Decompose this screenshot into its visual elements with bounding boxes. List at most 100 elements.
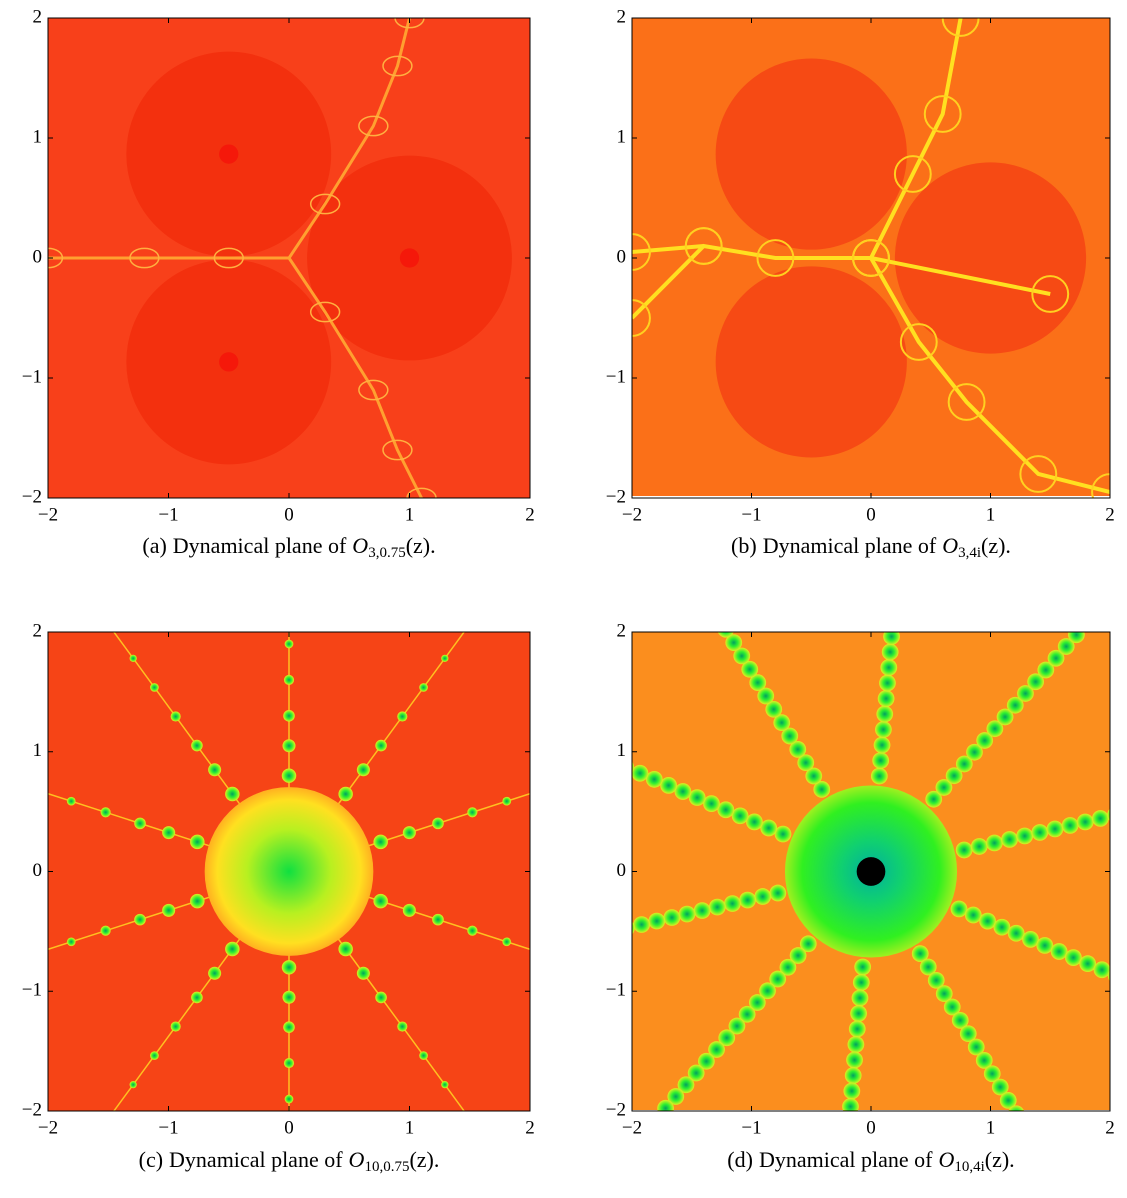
bead bbox=[1088, 603, 1105, 620]
bead bbox=[674, 783, 692, 800]
x-tick-label: −1 bbox=[741, 504, 761, 525]
bead bbox=[1040, 1159, 1057, 1176]
bead bbox=[134, 817, 146, 830]
bead bbox=[880, 659, 898, 676]
bead bbox=[538, 786, 545, 793]
bead bbox=[1068, 632, 1085, 644]
bead bbox=[733, 647, 751, 665]
caption-symbol: O bbox=[942, 533, 958, 558]
x-tick-label: −2 bbox=[38, 1117, 58, 1138]
bead bbox=[338, 941, 353, 957]
bead bbox=[843, 1082, 861, 1100]
bead bbox=[935, 985, 953, 1003]
bead bbox=[1078, 615, 1095, 632]
bead bbox=[632, 921, 635, 935]
bead bbox=[765, 700, 783, 718]
bead bbox=[964, 906, 982, 924]
y-tick-label: −1 bbox=[606, 366, 626, 387]
x-tick-label: 2 bbox=[525, 504, 535, 525]
bead bbox=[774, 825, 792, 843]
bead bbox=[854, 958, 872, 976]
bead bbox=[841, 1114, 858, 1131]
x-tick-label: 0 bbox=[284, 1117, 294, 1138]
bead bbox=[281, 768, 297, 783]
caption-text: Dynamical plane of bbox=[759, 1147, 933, 1172]
bead bbox=[660, 777, 677, 794]
bead bbox=[759, 982, 776, 1000]
y-tick-label: −1 bbox=[22, 366, 42, 387]
bead bbox=[847, 1036, 865, 1053]
bead bbox=[589, 747, 606, 764]
bead bbox=[986, 834, 1003, 852]
bead bbox=[558, 934, 575, 951]
bead bbox=[842, 1098, 859, 1111]
bead bbox=[848, 1020, 866, 1038]
bead bbox=[66, 796, 76, 806]
caption-subscript: 10,0.75 bbox=[364, 1159, 409, 1175]
bead bbox=[441, 1081, 449, 1089]
bead bbox=[749, 674, 767, 691]
x-tick-label: 2 bbox=[525, 1117, 535, 1138]
y-tick-label: 2 bbox=[33, 6, 43, 27]
x-tick-label: −2 bbox=[622, 504, 642, 525]
bead bbox=[375, 739, 387, 752]
julia-curve bbox=[287, 257, 423, 498]
bead bbox=[1057, 638, 1075, 655]
bead bbox=[33, 949, 40, 956]
caption-subscript: 3,0.75 bbox=[368, 545, 406, 561]
bead bbox=[1024, 1132, 1041, 1149]
y-tick-label: 1 bbox=[33, 740, 43, 761]
bead bbox=[955, 755, 973, 773]
bead bbox=[678, 905, 696, 923]
bead bbox=[876, 705, 894, 723]
julia-loop bbox=[382, 55, 413, 77]
bead bbox=[805, 767, 823, 785]
bead bbox=[560, 734, 577, 751]
julia-loop bbox=[382, 439, 413, 461]
julia-loop bbox=[947, 383, 986, 421]
bead bbox=[797, 754, 815, 772]
bead bbox=[1016, 1119, 1033, 1136]
y-tick-label: −1 bbox=[606, 980, 626, 1001]
caption-symbol: O bbox=[349, 1147, 365, 1172]
bead bbox=[170, 711, 181, 722]
caption: (a) Dynamical plane of O3,0.75(z). bbox=[142, 533, 435, 561]
bead bbox=[191, 739, 203, 752]
bead bbox=[667, 1088, 685, 1105]
bead bbox=[976, 732, 994, 749]
julia-loop bbox=[1019, 455, 1058, 493]
bead bbox=[1008, 1105, 1025, 1111]
bead bbox=[799, 935, 817, 953]
bead bbox=[757, 687, 775, 705]
bead bbox=[718, 1029, 736, 1047]
julia-loop bbox=[923, 95, 962, 133]
bead bbox=[769, 884, 787, 902]
bead bbox=[846, 1051, 863, 1069]
bead bbox=[688, 789, 706, 806]
julia-loop bbox=[358, 379, 389, 401]
bead bbox=[1107, 808, 1110, 822]
bead bbox=[1122, 803, 1127, 820]
bead bbox=[190, 893, 205, 909]
plot-image bbox=[542, 597, 1127, 1176]
bead bbox=[886, 597, 903, 614]
bead bbox=[419, 683, 428, 692]
caption-symbol: O bbox=[352, 533, 368, 558]
bead bbox=[999, 1092, 1017, 1109]
bead bbox=[748, 994, 766, 1011]
bead bbox=[283, 1021, 295, 1033]
julia-loop bbox=[1031, 275, 1070, 313]
center-disk bbox=[204, 787, 374, 956]
bead bbox=[191, 991, 203, 1004]
bead bbox=[542, 937, 559, 954]
bead bbox=[991, 1078, 1009, 1096]
bead bbox=[170, 1021, 181, 1032]
bead bbox=[281, 960, 297, 975]
bead bbox=[208, 763, 222, 777]
basin bbox=[715, 58, 907, 250]
root bbox=[219, 352, 239, 372]
x-tick-label: −2 bbox=[622, 1117, 642, 1138]
bead bbox=[927, 971, 945, 989]
caption-tag: (b) bbox=[731, 533, 757, 558]
